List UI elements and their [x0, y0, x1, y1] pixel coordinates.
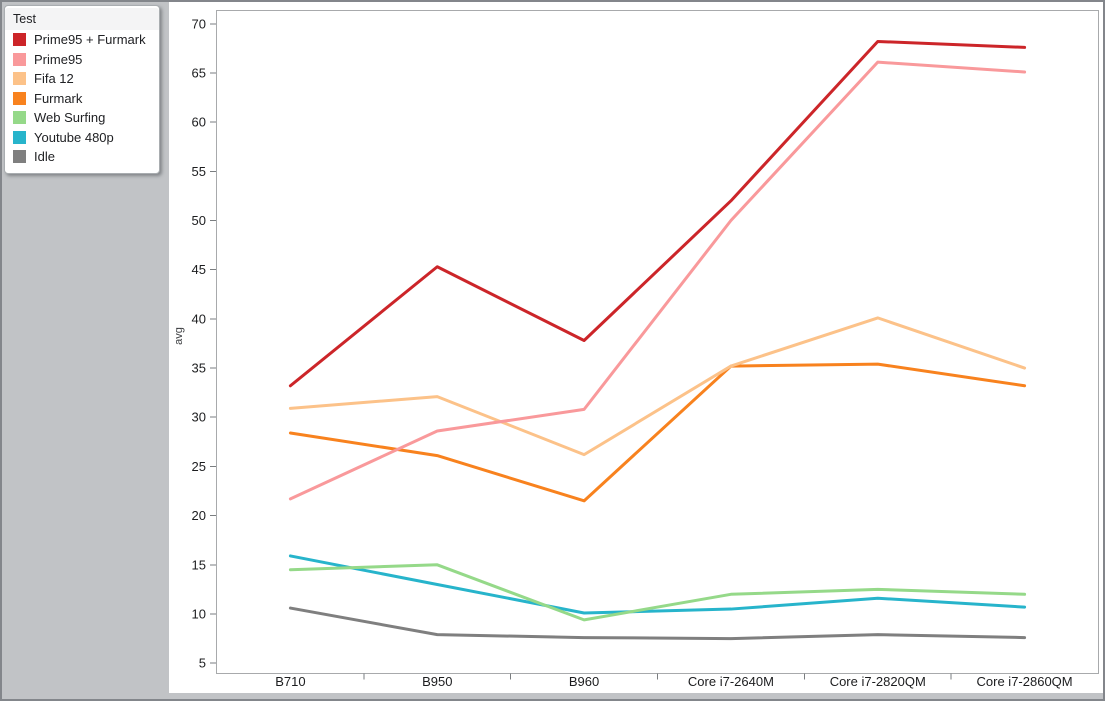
series-line-furmark[interactable] — [288, 362, 1027, 503]
x-category-label: B710 — [275, 674, 305, 689]
series-line-idle[interactable] — [288, 606, 1027, 641]
y-tick-label: 20 — [192, 508, 206, 523]
legend-box: Test Prime95 + Furmark Prime95 Fifa 12 Furm… — [4, 5, 160, 174]
chart-panel — [169, 2, 1103, 693]
y-tick-label: 55 — [192, 164, 206, 179]
legend-item-web-surfing[interactable]: Web Surfing — [5, 108, 159, 128]
y-tick-label: 50 — [192, 213, 206, 228]
series-line-youtube-480p[interactable] — [288, 554, 1027, 615]
y-tick-label: 10 — [192, 606, 206, 621]
legend-swatch-prime95 — [13, 52, 26, 66]
series-line-prime95-furmark[interactable] — [288, 39, 1027, 388]
legend-item-furmark[interactable]: Furmark — [5, 89, 159, 109]
legend-item-label: Prime95 — [34, 51, 83, 67]
series-line-prime95[interactable] — [288, 60, 1027, 501]
legend-items: Prime95 + Furmark Prime95 Fifa 12 Furmark We… — [5, 30, 159, 167]
y-tick-label: 35 — [192, 361, 206, 376]
x-category-label: B960 — [569, 674, 599, 689]
series-line-web-surfing[interactable] — [288, 563, 1027, 622]
y-tick-label: 25 — [192, 459, 206, 474]
legend-swatch-web-surfing — [13, 111, 26, 125]
legend-item-prime95-furmark[interactable]: Prime95 + Furmark — [5, 30, 159, 50]
legend-item-prime95[interactable]: Prime95 — [5, 50, 159, 70]
y-tick-label: 40 — [192, 311, 206, 326]
y-tick-label: 15 — [192, 557, 206, 572]
x-category-label: Core i7-2860QM — [977, 674, 1073, 689]
x-category-label: B950 — [422, 674, 452, 689]
legend-item-label: Youtube 480p — [34, 129, 114, 145]
legend-swatch-furmark — [13, 91, 26, 105]
legend-item-label: Idle — [34, 149, 55, 165]
x-category-label: Core i7-2640M — [688, 674, 774, 689]
legend-swatch-idle — [13, 150, 26, 164]
legend-item-fifa-12[interactable]: Fifa 12 — [5, 69, 159, 89]
x-category-label: Core i7-2820QM — [830, 674, 926, 689]
legend-item-label: Prime95 + Furmark — [34, 32, 146, 48]
y-tick-label: 60 — [192, 115, 206, 130]
plot-border — [216, 10, 1099, 674]
y-tick-label: 70 — [192, 16, 206, 31]
y-tick-label: 5 — [199, 656, 206, 671]
y-tick-label: 45 — [192, 262, 206, 277]
legend-item-label: Web Surfing — [34, 110, 106, 126]
legend-swatch-youtube-480p — [13, 130, 26, 144]
y-axis-title: avg — [173, 327, 185, 345]
legend-item-label: Furmark — [34, 90, 83, 106]
legend-item-idle[interactable]: Idle — [5, 147, 159, 167]
legend-item-label: Fifa 12 — [34, 71, 74, 87]
y-tick-label: 30 — [192, 410, 206, 425]
legend-swatch-fifa-12 — [13, 72, 26, 86]
legend-title: Test — [5, 8, 159, 30]
legend-item-youtube-480p[interactable]: Youtube 480p — [5, 128, 159, 148]
series-line-fifa-12[interactable] — [288, 316, 1027, 457]
legend-swatch-prime95-furmark — [13, 33, 26, 47]
y-tick-label: 65 — [192, 65, 206, 80]
